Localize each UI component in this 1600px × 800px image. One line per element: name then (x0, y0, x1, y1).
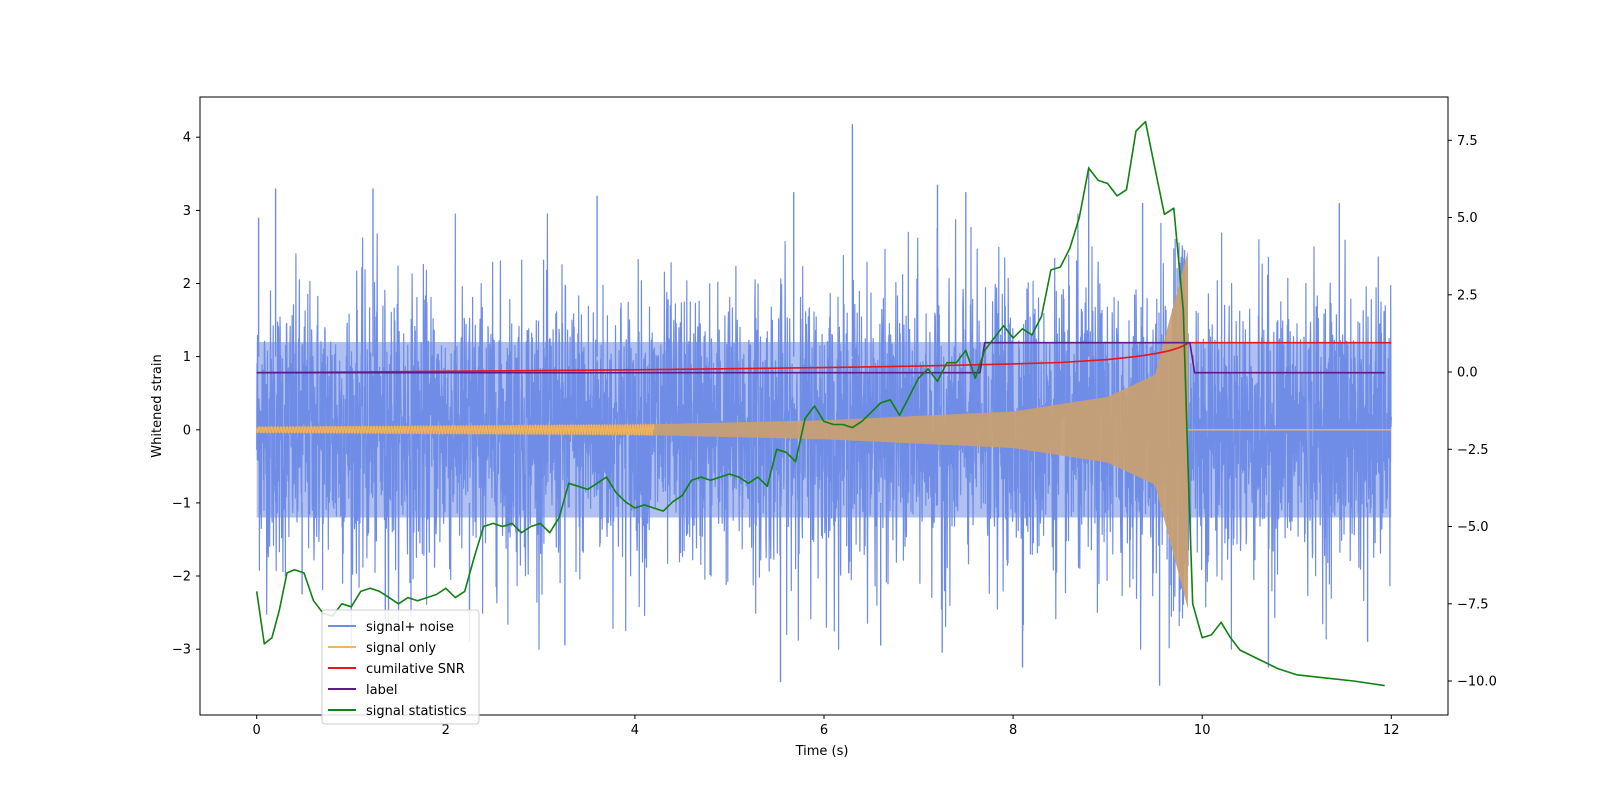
y-tick-label: 1 (183, 350, 191, 365)
axes-layer: 0 2 4 6 8 10 12−3−2−101234−10.0−7.5−5.0−2.50.0… (172, 131, 1497, 738)
y2-tick-label: 5.0 (1457, 211, 1478, 226)
y-tick-label: 0 (183, 423, 191, 438)
y2-tick-label: −2.5 (1457, 443, 1489, 458)
y-tick-label: −3 (172, 643, 191, 658)
y2-tick-label: 7.5 (1457, 134, 1478, 149)
legend-box (321, 609, 480, 725)
series-layer (255, 120, 1392, 687)
x-tick-label: 4 (631, 723, 639, 738)
legend-label-cumilative-snr: cumilative SNR (366, 662, 465, 677)
legend-label-label: label (366, 683, 397, 698)
series-signal-statistics-line (255, 120, 1385, 687)
x-tick-label: 12 (1383, 723, 1400, 738)
series-signal-only-envelope (256, 250, 1188, 609)
y2-tick-label: 2.5 (1457, 288, 1478, 303)
series-label-line (256, 341, 1385, 374)
x-tick-label: 0 (253, 723, 261, 738)
y-axis-label: Whitened strain (150, 354, 165, 457)
series-cumilative-snr-line (256, 341, 1392, 374)
y2-tick-label: −10.0 (1457, 675, 1497, 690)
y2-tick-label: −5.0 (1457, 520, 1489, 535)
y2-tick-label: 0.0 (1457, 366, 1478, 381)
legend-label-signal-only: signal only (366, 641, 436, 656)
legend-label-signal-statistics: signal statistics (366, 704, 467, 719)
y-tick-label: 2 (183, 277, 191, 292)
y-tick-label: −2 (172, 570, 191, 585)
x-tick-label: 6 (820, 723, 828, 738)
x-tick-label: 10 (1194, 723, 1211, 738)
y-tick-label: 4 (183, 131, 191, 146)
x-tick-label: 2 (442, 723, 450, 738)
y2-tick-label: −7.5 (1457, 597, 1489, 612)
y-tick-label: 3 (183, 204, 191, 219)
x-axis-label: Time (s) (795, 744, 849, 759)
legend-label-signal-noise: signal+ noise (366, 620, 454, 635)
y-tick-label: −1 (172, 496, 191, 511)
x-tick-label: 8 (1009, 723, 1017, 738)
series-signal-only-line (256, 422, 655, 437)
legend: signal+ noise signal only cumilative SNR… (321, 609, 480, 725)
